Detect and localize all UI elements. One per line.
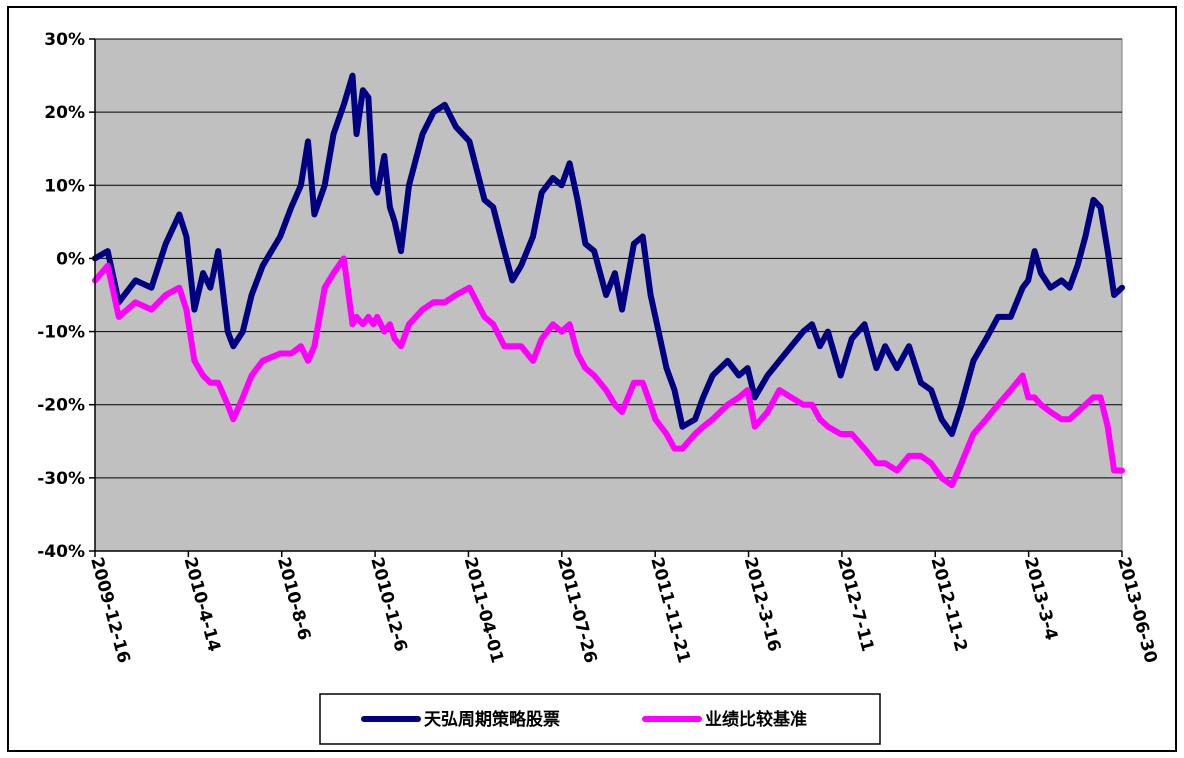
x-tick-label: 2012-7-11	[833, 555, 877, 654]
chart-frame: 30% 20% 10% 0% -10% -20% -30% -40% 2009-12-16 20…	[7, 6, 1177, 752]
x-tick-label: 2010-8-6	[273, 555, 314, 642]
x-tick-label: 2011-11-21	[646, 555, 693, 665]
y-tick-label: -30%	[37, 469, 85, 489]
y-tick-label: 30%	[44, 30, 85, 50]
y-tick-label: -10%	[37, 323, 85, 343]
x-tick-label: 2010-4-14	[180, 555, 224, 654]
x-tick-label: 2009-12-16	[86, 555, 133, 665]
x-tick-label: 2013-06-30	[1113, 555, 1161, 665]
y-tick-label: 10%	[44, 176, 85, 196]
legend-label-1: 天弘周期策略股票	[424, 709, 560, 730]
x-tick-label: 2013-3-4	[1020, 555, 1061, 643]
x-tick-label: 2012-11-2	[926, 555, 970, 654]
gridlines	[95, 38, 1122, 479]
line-chart: 30%20%10%0%-10%-20%-30%-40% 2009-12-16 20…	[37, 30, 1161, 745]
x-tick-label: 2011-04-01	[460, 555, 507, 665]
series-line-2	[92, 255, 1125, 489]
legend: 天弘周期策略股票 业绩比较基准	[319, 693, 881, 745]
series-line-1	[92, 72, 1125, 437]
y-axis: 30% 20% 10% 0% -10% -20% -30% -40%	[37, 30, 96, 562]
series-lines	[92, 72, 1125, 489]
y-tick-label: -40%	[37, 542, 85, 562]
x-tick-label: 2012-3-16	[740, 555, 784, 654]
x-tick-label: 2011-07-26	[553, 555, 600, 665]
legend-label-2: 业绩比较基准	[705, 709, 807, 730]
y-tick-label: -20%	[37, 396, 85, 416]
y-tick-label: 20%	[44, 103, 85, 123]
x-tick-label: 2010-12-6	[366, 555, 410, 654]
x-axis: 2009-12-16 2010-4-14 2010-8-6 2010-12-6 2011…	[86, 550, 1161, 665]
legend-box	[319, 693, 881, 745]
y-tick-label: 0%	[56, 249, 85, 269]
